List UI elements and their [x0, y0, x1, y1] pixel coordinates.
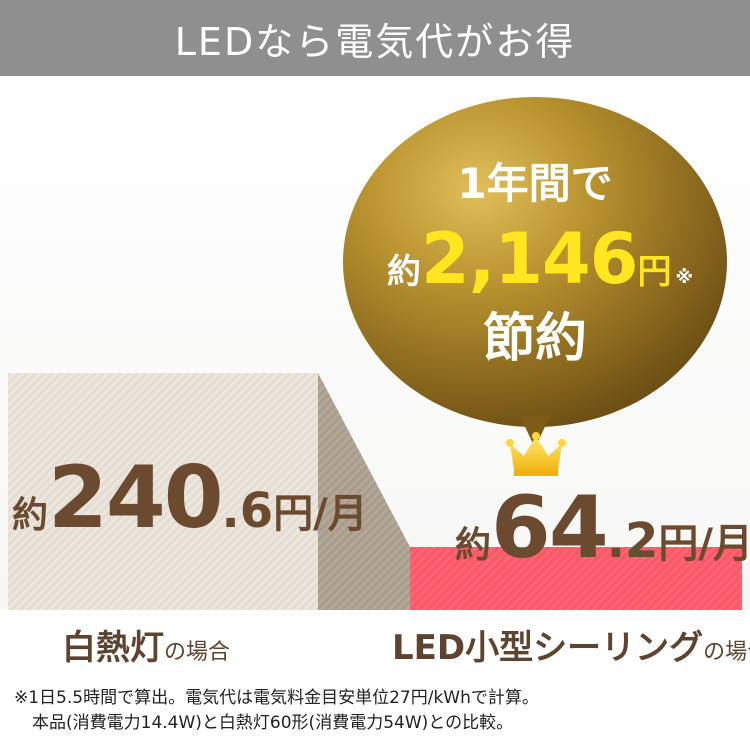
bar-incandescent — [8, 373, 318, 610]
bar-led — [410, 547, 742, 610]
header-banner: LEDなら電気代がお得 — [0, 0, 750, 76]
bar-value-incandescent: 約 240 .6 円/月 — [12, 448, 368, 548]
crown-icon — [506, 432, 566, 476]
category-name: LED小型シーリング — [392, 628, 704, 668]
value-decimal: .2 — [606, 513, 659, 569]
callout-amount: 2,146 — [421, 218, 638, 300]
category-suffix: の場合 — [164, 640, 231, 665]
value-unit: 円/月 — [658, 521, 750, 567]
value-unit: 円/月 — [273, 491, 368, 537]
reduction-slope — [318, 373, 410, 610]
bubble-body — [343, 97, 727, 427]
bubble-pointer — [520, 416, 550, 448]
category-label-incandescent: 白熱灯 の場合 — [62, 620, 230, 669]
page-title: LEDなら電気代がお得 — [174, 19, 576, 64]
chart-area — [0, 76, 750, 610]
category-suffix: の場合 — [703, 640, 750, 665]
callout-amount-row: 約 2,146 円 ※ — [370, 218, 710, 300]
value-decimal: .6 — [221, 483, 274, 539]
callout-unit: 円 — [637, 252, 672, 292]
value-integer: 240 — [48, 448, 224, 548]
savings-bubble — [343, 97, 727, 448]
bar-value-led: 約 64 .2 円/月 — [455, 478, 750, 578]
callout-note-mark: ※ — [675, 267, 693, 288]
category-name: 白熱灯 — [62, 628, 164, 668]
callout-line1: 1年間で — [457, 159, 613, 208]
footnote-line2: 本品(消費電力14.4W)と白熱灯60形(消費電力54W)との比較。 — [32, 713, 514, 733]
footnote: ※1日5.5時間で算出。電気代は電気料金目安単位27円/kWhで計算。 本品(消… — [14, 686, 744, 736]
callout-line3: 節約 — [482, 309, 587, 369]
footnote-line1: ※1日5.5時間で算出。電気代は電気料金目安単位27円/kWhで計算。 — [14, 688, 539, 708]
comparison-chart — [8, 97, 742, 610]
callout-prefix: 約 — [387, 252, 422, 292]
value-prefix: 約 — [455, 525, 492, 566]
category-label-led: LED小型シーリング の場合 — [392, 620, 750, 669]
value-prefix: 約 — [12, 495, 49, 536]
value-integer: 64 — [491, 478, 609, 578]
